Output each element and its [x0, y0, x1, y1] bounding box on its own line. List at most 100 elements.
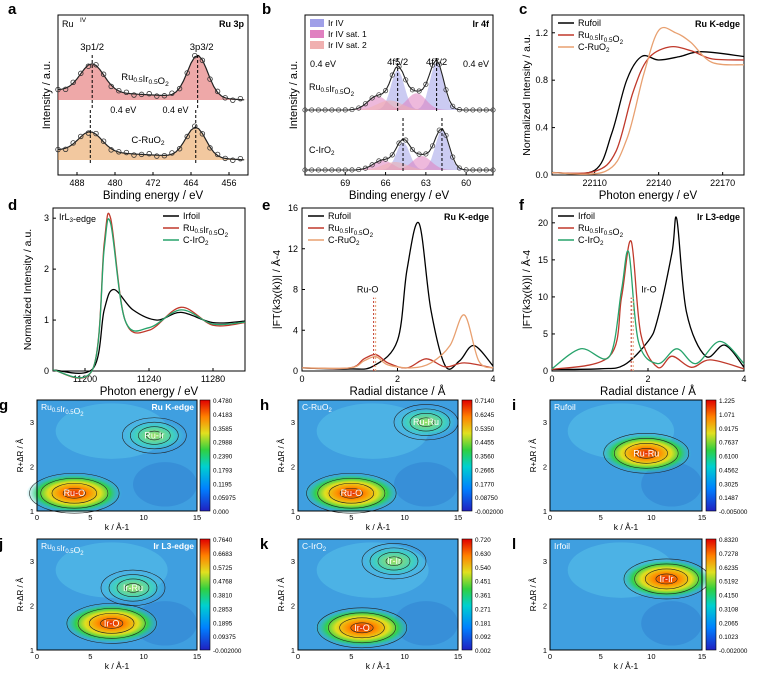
data-point — [322, 167, 328, 173]
contour-line — [655, 573, 678, 585]
data-point — [349, 107, 355, 113]
heatmap-peak — [314, 607, 410, 648]
data-point — [85, 130, 92, 136]
colorbar-label: 0.002 — [475, 648, 491, 655]
formula-part: -edge — [73, 214, 96, 224]
contour-line — [29, 472, 120, 514]
x-tick-label: 15 — [454, 513, 462, 522]
data-point — [100, 71, 107, 77]
y-tick-label: 4 — [293, 325, 298, 335]
data-point — [169, 90, 175, 96]
formula-part: 2 — [161, 140, 165, 147]
x-tick-label: 2 — [395, 374, 400, 384]
axes-frame — [36, 538, 198, 651]
colorbar-label: 0.3810 — [213, 593, 233, 600]
data-point — [184, 70, 190, 76]
data-point — [55, 86, 61, 93]
y-axis-label: R+ΔR / Å — [529, 577, 538, 611]
panel-letter: b — [262, 1, 271, 18]
data-point — [302, 107, 308, 113]
shift-label: 0.4 eV — [110, 105, 136, 115]
colorbar-label: 0.2853 — [213, 606, 233, 613]
formula-part: 0.5 — [604, 230, 613, 237]
panel-a: 488 480 472 464 456 Binding energy / eV Intens… — [41, 14, 249, 202]
legend-swatch — [310, 41, 324, 49]
colorbar-label: 0.9175 — [719, 426, 739, 433]
heatmap-peak — [303, 473, 400, 514]
contour-line — [77, 608, 146, 639]
formula-part: foil — [189, 211, 201, 221]
colorbar-label: 0.3560 — [475, 454, 495, 461]
data-point — [85, 63, 92, 69]
legend-label: Ir IV sat. 1 — [328, 29, 367, 39]
panel-letter: g — [0, 397, 8, 414]
data-point — [176, 85, 183, 92]
sample-label: Ru0.5Ir0.5O2 — [41, 402, 84, 418]
data-point — [477, 167, 483, 173]
formula-part: Ir — [143, 74, 149, 85]
y-tick-label: 2 — [30, 602, 34, 611]
formula-part: 2 — [606, 47, 610, 54]
legend-label: Irfoil — [578, 211, 595, 221]
data-point — [369, 162, 375, 168]
formula-part: foil — [584, 211, 596, 221]
colorbar — [705, 538, 717, 651]
axes-frame — [297, 538, 459, 651]
legend-label: Ru0.5Ir0.5O2 — [578, 30, 624, 46]
component-fill — [305, 62, 491, 110]
y-tick-label: 1 — [543, 507, 547, 516]
series-ir-foil — [52, 288, 246, 374]
heatmap-region — [641, 601, 702, 646]
peak-label: Ru-Ir — [144, 431, 164, 441]
x-tick-label: 10 — [400, 652, 408, 661]
data-point — [423, 81, 429, 87]
colorbar-label: 1.225 — [719, 398, 735, 405]
contour-line — [88, 613, 135, 634]
sample-label: C-IrO2 — [302, 541, 326, 553]
data-point — [342, 167, 348, 173]
panel-f: 0 2 4 0 5 10 15 20 Radial distance / Å |FT(k3χ(k)… — [520, 207, 747, 398]
x-tick-label: 10 — [139, 513, 147, 522]
shift-label: 0.4 eV — [463, 59, 489, 69]
formula-part: Ir — [60, 543, 65, 553]
contour-line — [138, 426, 171, 445]
tag-ru-sup: IV — [80, 17, 87, 24]
legend-label: Ir IV sat. 2 — [328, 40, 367, 50]
x-axis-label: Radial distance / Å — [350, 385, 446, 398]
heatmap-peak — [122, 419, 187, 452]
data-point — [176, 146, 183, 152]
y-tick-label: 3 — [30, 557, 34, 566]
x-tick-label: 63 — [421, 178, 431, 188]
data-point — [161, 93, 168, 99]
x-tick-label: 5 — [599, 652, 603, 661]
data-point — [184, 133, 190, 140]
contour-line — [51, 482, 98, 504]
axes-frame — [304, 14, 494, 176]
x-tick-label: 4 — [741, 374, 746, 384]
panel-letter: i — [512, 397, 516, 414]
data-point — [138, 151, 145, 158]
legend-label: Rufoil — [578, 18, 601, 28]
formula-part: 2 — [80, 412, 83, 418]
formula-part: Ir — [59, 212, 65, 222]
colorbar-label: 0.1195 — [213, 481, 232, 488]
contour-line — [40, 477, 109, 509]
panel-letter: h — [260, 397, 269, 414]
heatmap-peak — [362, 545, 426, 577]
formula-part: Ir — [183, 211, 189, 221]
x-tick-label: 10 — [647, 513, 655, 522]
x-tick-label: 0 — [35, 513, 39, 522]
data-point — [356, 167, 362, 173]
formula-part: 0.5 — [209, 230, 218, 237]
data-point — [322, 107, 328, 113]
series-c-ruo2 — [301, 314, 494, 370]
colorbar-label: 0.1487 — [719, 495, 739, 502]
formula-part: O — [344, 86, 351, 96]
colorbar-label: 0.4780 — [213, 398, 233, 405]
y-axis-label: R+ΔR / Å — [16, 438, 25, 472]
y-tick-label: 0.8 — [535, 75, 548, 85]
x-axis-label: Radial distance / Å — [600, 385, 696, 398]
data-point — [416, 88, 422, 94]
x-tick-label: 5 — [88, 513, 92, 522]
